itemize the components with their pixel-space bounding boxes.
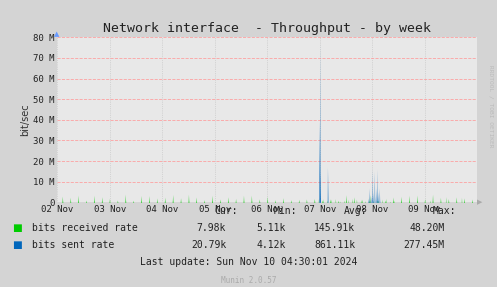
Title: Network interface  - Throughput - by week: Network interface - Throughput - by week xyxy=(103,22,431,35)
Text: 7.98k: 7.98k xyxy=(197,223,226,233)
Y-axis label: bit/sec: bit/sec xyxy=(20,104,30,136)
Text: RRDTOOL / TOBI OETIKER: RRDTOOL / TOBI OETIKER xyxy=(489,65,494,148)
Text: Max:: Max: xyxy=(433,206,457,216)
Text: bits received rate: bits received rate xyxy=(32,223,138,233)
Text: Last update: Sun Nov 10 04:30:01 2024: Last update: Sun Nov 10 04:30:01 2024 xyxy=(140,257,357,267)
Text: 20.79k: 20.79k xyxy=(191,240,226,250)
Text: 145.91k: 145.91k xyxy=(314,223,355,233)
Text: Munin 2.0.57: Munin 2.0.57 xyxy=(221,276,276,285)
Text: 5.11k: 5.11k xyxy=(256,223,286,233)
Text: 4.12k: 4.12k xyxy=(256,240,286,250)
Text: Cur:: Cur: xyxy=(214,206,238,216)
Text: Avg:: Avg: xyxy=(343,206,367,216)
Text: 277.45M: 277.45M xyxy=(404,240,445,250)
Text: 48.20M: 48.20M xyxy=(410,223,445,233)
Text: ■: ■ xyxy=(12,223,22,233)
Text: ▲: ▲ xyxy=(55,31,60,37)
Text: bits sent rate: bits sent rate xyxy=(32,240,114,250)
Text: 861.11k: 861.11k xyxy=(314,240,355,250)
Text: ■: ■ xyxy=(12,240,22,250)
Text: Min:: Min: xyxy=(274,206,298,216)
Text: ▶: ▶ xyxy=(477,199,483,205)
